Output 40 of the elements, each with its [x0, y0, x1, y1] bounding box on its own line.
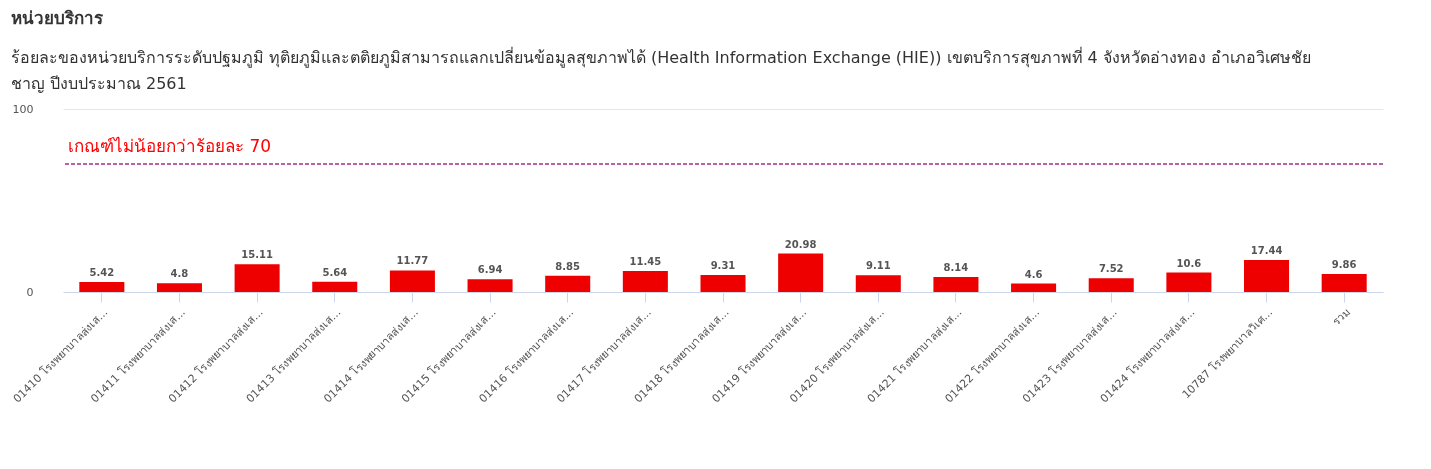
bar [234, 264, 280, 292]
data-label: 15.11 [241, 249, 273, 261]
bar [312, 281, 358, 292]
data-label: 9.86 [1331, 258, 1357, 270]
data-label: 5.64 [322, 266, 348, 278]
bar [545, 275, 591, 292]
data-label: 8.85 [555, 260, 581, 272]
bar [1166, 272, 1212, 292]
data-label: 4.6 [1024, 268, 1043, 280]
data-label: 10.6 [1176, 257, 1202, 269]
bar [156, 283, 202, 292]
y-tick-label: 100 [12, 102, 34, 116]
data-label: 6.94 [477, 264, 503, 276]
bar [1321, 273, 1367, 292]
data-label: 5.42 [89, 267, 115, 279]
chart-subtitle: ร้อยละของหน่วยบริการระดับปฐมภูมิ ทุติยภูมิและตติยภูมิสามารถแลกเปลี่ยนข้อมูลสุขภาพได้ (Health Information Exchange (HIE)) เขตบริการสุขภาพที่ 4 จังหวัดอ่างทอง อำเภอวิเศษชัย ชาญ ปีงบประมาณ 2561 [10, 46, 1311, 93]
x-tick-label: รวม [1330, 305, 1353, 329]
bar [79, 282, 125, 292]
y-tick-label: 0 [26, 285, 34, 299]
ref-line-label: เกณฑ์ไม่น้อยกว่าร้อยละ 70 [68, 135, 272, 156]
data-label: 9.11 [865, 260, 891, 272]
data-label: 17.44 [1250, 245, 1283, 257]
data-label: 9.31 [710, 259, 736, 271]
bar [1011, 283, 1057, 292]
data-label: 11.45 [629, 256, 662, 268]
chart-title: หน่วยบริการ [10, 8, 104, 28]
bar [778, 253, 824, 292]
bar [700, 274, 746, 292]
bar [389, 270, 435, 292]
bar [1244, 260, 1290, 292]
data-label: 4.8 [170, 268, 189, 280]
bar [467, 279, 513, 292]
data-label: 7.52 [1098, 263, 1124, 275]
bar [933, 277, 979, 292]
bar [855, 275, 901, 292]
data-label: 8.14 [943, 262, 969, 274]
bar [1088, 278, 1134, 292]
data-label: 20.98 [784, 238, 817, 250]
data-label: 11.77 [396, 255, 429, 267]
bar [622, 271, 668, 292]
